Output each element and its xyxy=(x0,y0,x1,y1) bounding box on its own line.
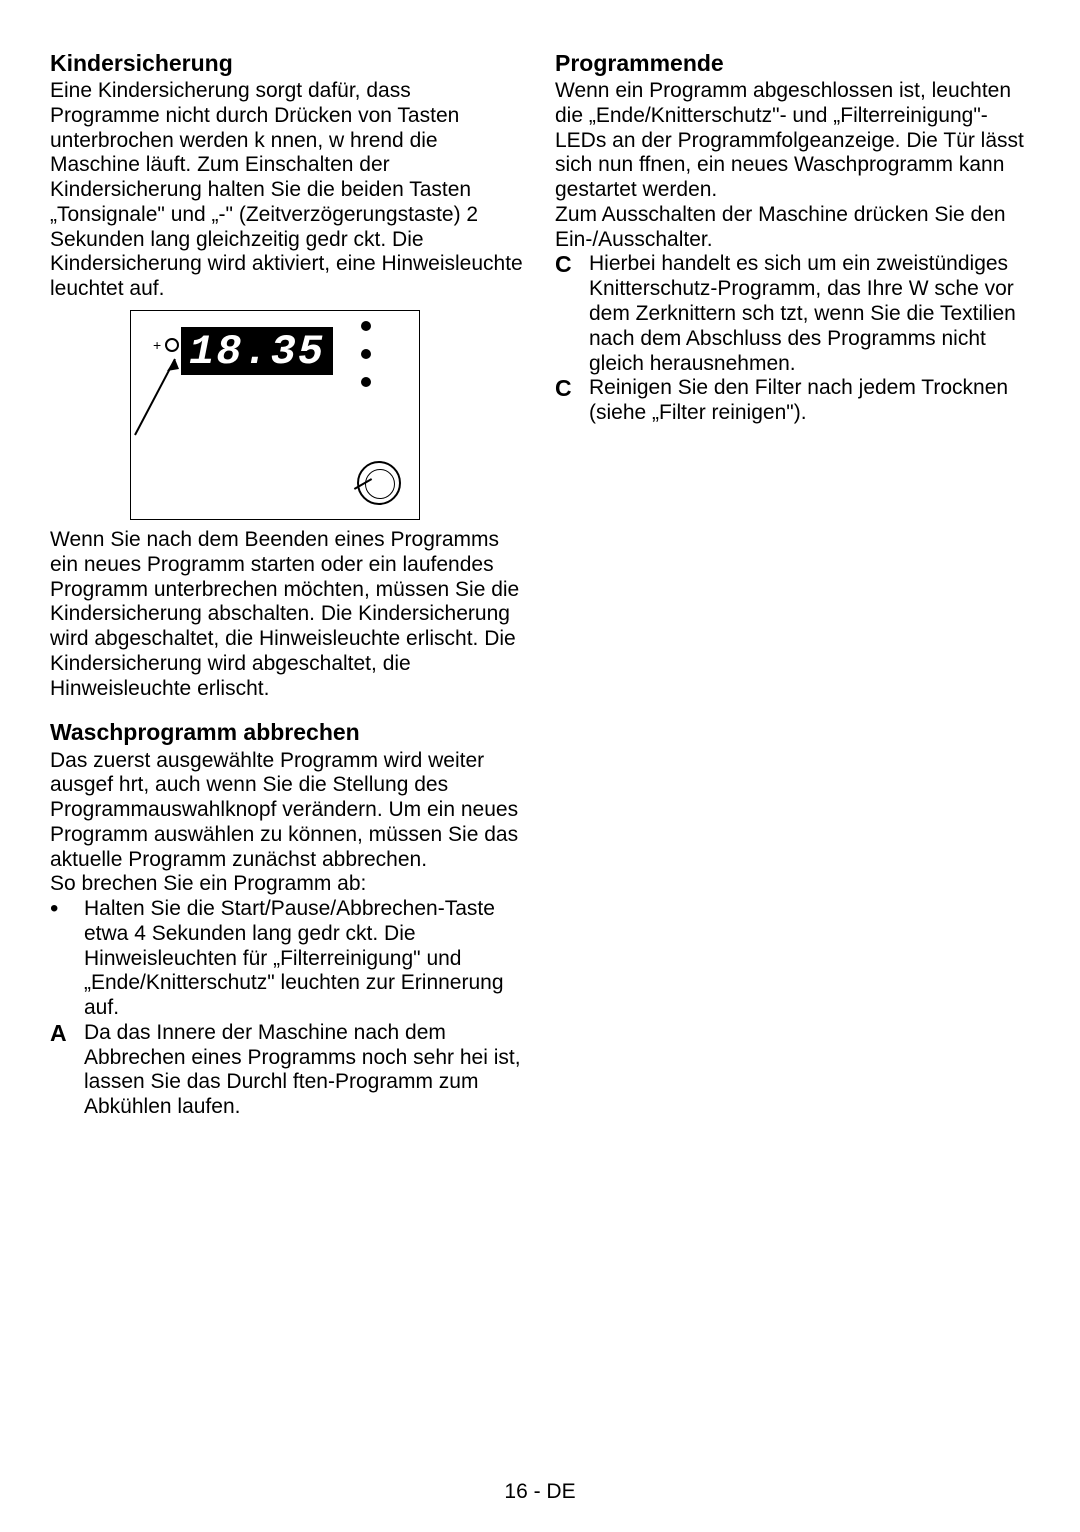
list-item-text: Da das Innere der Maschine nach dem Abbr… xyxy=(84,1021,525,1120)
bullet-letter: C xyxy=(555,376,589,426)
program-knob-icon xyxy=(357,461,401,505)
list-item-text: Hierbei handelt es sich um ein zweistünd… xyxy=(589,252,1030,376)
para-programmende-intro: Wenn ein Programm abgeschlossen ist, leu… xyxy=(555,79,1030,203)
status-dot-icon xyxy=(361,349,371,359)
status-dot-icon xyxy=(361,321,371,331)
list-item: • Halten Sie die Start/Pause/Abbrechen-T… xyxy=(50,897,525,1021)
list-item: C Reinigen Sie den Filter nach jedem Tro… xyxy=(555,376,1030,426)
heading-programmende: Programmende xyxy=(555,50,1030,77)
bullet-letter: C xyxy=(555,252,589,376)
bullet-dot-icon: • xyxy=(50,897,84,1021)
display-panel-diagram: + 18.35 xyxy=(130,310,420,520)
status-dots xyxy=(361,321,371,387)
plus-indicator: + xyxy=(153,337,179,354)
status-dot-icon xyxy=(361,377,371,387)
para-ausschalten: Zum Ausschalten der Maschine drücken Sie… xyxy=(555,203,1030,253)
bullet-letter: A xyxy=(50,1021,84,1120)
para-abbrechen-intro: Das zuerst ausgewählte Programm wird wei… xyxy=(50,749,525,873)
right-column: Programmende Wenn ein Programm abgeschlo… xyxy=(555,50,1030,1120)
left-column: Kindersicherung Eine Kindersicherung sor… xyxy=(50,50,525,1120)
page: Kindersicherung Eine Kindersicherung sor… xyxy=(0,0,1080,1532)
two-column-layout: Kindersicherung Eine Kindersicherung sor… xyxy=(50,50,1030,1120)
para-kindersicherung-off: Wenn Sie nach dem Beenden eines Programm… xyxy=(50,528,525,701)
time-value: 18.35 xyxy=(189,328,325,376)
plus-symbol: + xyxy=(153,337,161,354)
page-footer: 16 - DE xyxy=(0,1480,1080,1504)
para-abbrechen-howto: So brechen Sie ein Programm ab: xyxy=(50,872,525,897)
list-item-text: Reinigen Sie den Filter nach jedem Trock… xyxy=(589,376,1030,426)
time-display-box: 18.35 xyxy=(181,327,333,375)
para-kindersicherung-intro: Eine Kindersicherung sorgt dafür, dass P… xyxy=(50,79,525,302)
list-item: C Hierbei handelt es sich um ein zweistü… xyxy=(555,252,1030,376)
led-display: 18.35 xyxy=(177,327,333,375)
heading-kindersicherung: Kindersicherung xyxy=(50,50,525,77)
heading-abbrechen: Waschprogramm abbrechen xyxy=(50,719,525,746)
list-item: A Da das Innere der Maschine nach dem Ab… xyxy=(50,1021,525,1120)
list-item-text: Halten Sie die Start/Pause/Abbrechen-Tas… xyxy=(84,897,525,1021)
